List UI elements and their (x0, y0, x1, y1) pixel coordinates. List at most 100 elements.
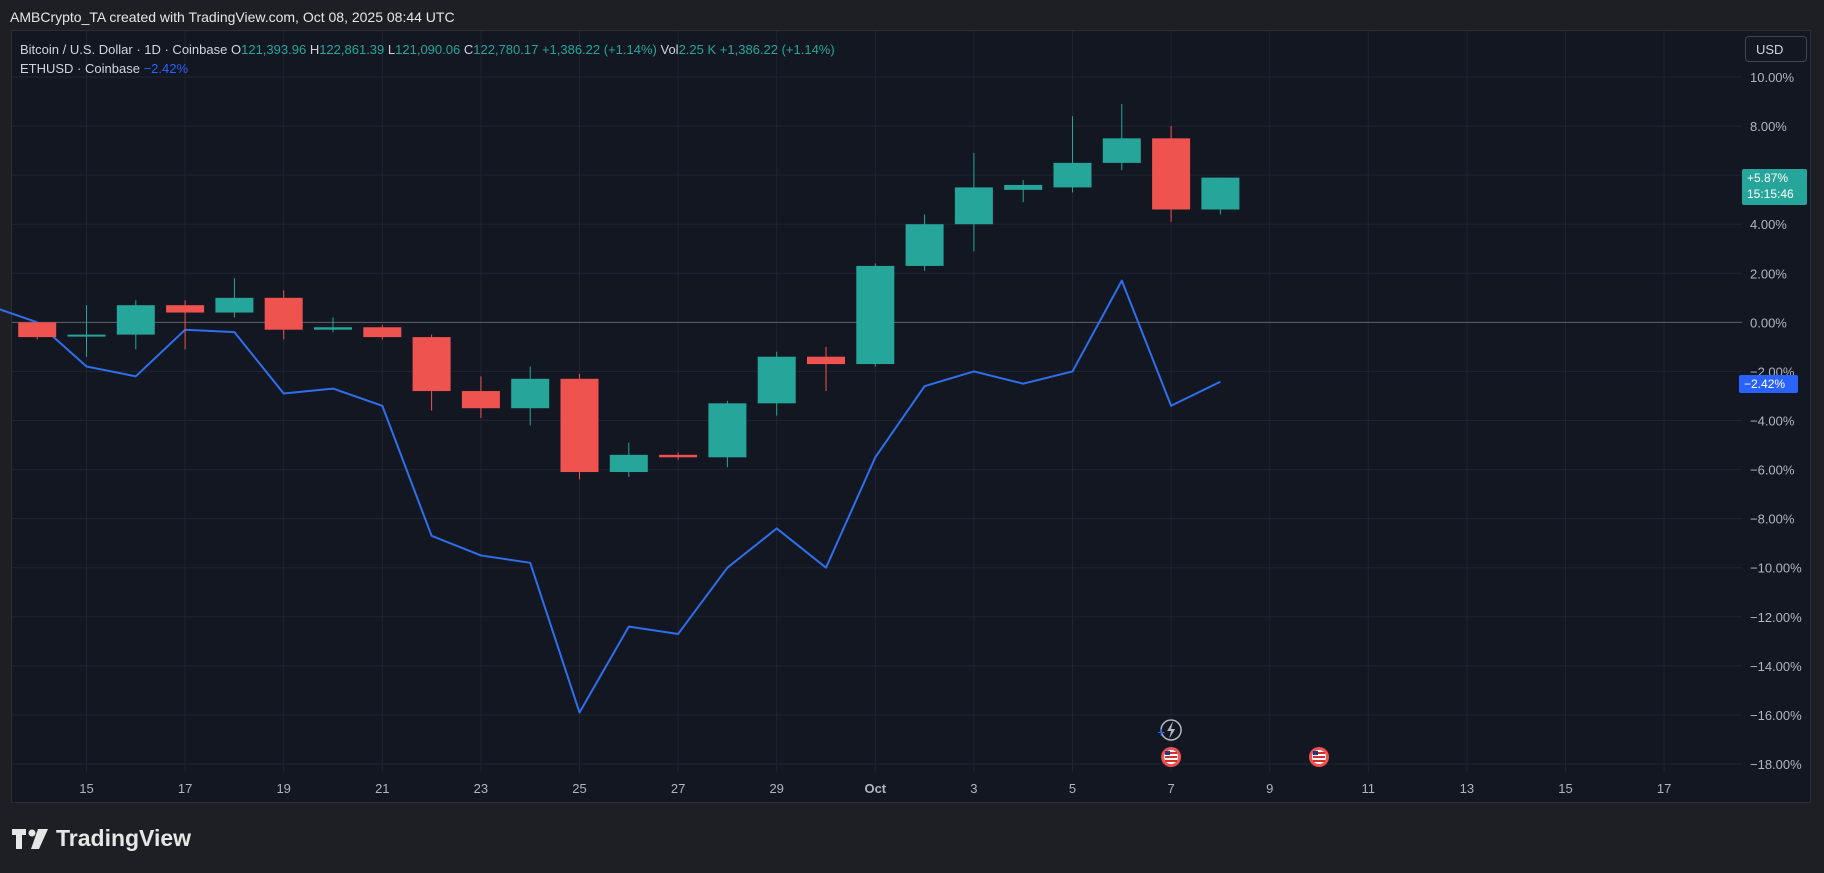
btc-candles (18, 103, 1240, 480)
x-tick-label: 19 (276, 781, 290, 796)
x-tick-label: 5 (1069, 781, 1076, 796)
y-tick-label: 4.00% (1750, 217, 1787, 232)
candle-up (856, 263, 895, 367)
x-tick-label: Oct (864, 781, 886, 796)
flag-canton (1313, 751, 1318, 755)
candle-body (954, 187, 993, 225)
x-tick-label: 11 (1362, 781, 1376, 796)
candle-down (1152, 126, 1191, 222)
lightning-icon[interactable]: + (1157, 719, 1182, 741)
eth-symbol[interactable]: ETHUSD · Coinbase (20, 61, 140, 76)
change-value: +1,386.22 (+1.14%) (541, 42, 657, 57)
ethusd-series (0, 279, 1221, 714)
volume-change: +1,386.22 (+1.14%) (719, 42, 835, 57)
candle-body (18, 322, 57, 338)
candle-body (1004, 184, 1043, 190)
chart-frame[interactable] (11, 30, 1811, 803)
candle-body (757, 356, 796, 404)
close-value: 122,780.17 (473, 42, 539, 57)
x-tick-label: 29 (769, 781, 783, 796)
open-label: O (230, 42, 242, 57)
candle-up (511, 366, 550, 426)
candle-down (18, 322, 57, 340)
event-plus: + (1157, 724, 1165, 740)
tradingview-logo-icon (12, 828, 48, 849)
low-value: 121,090.06 (395, 42, 461, 57)
us-flag-icon[interactable] (1309, 747, 1329, 767)
candle-body (708, 403, 747, 458)
candle-body (1152, 138, 1191, 210)
x-axis-labels: 15 17 19 21 23 25 27 29 Oct 3 5 7 9 11 13 15 17 (79, 781, 1671, 796)
brand-name: TradingView (56, 825, 192, 851)
candle-body (1201, 177, 1240, 210)
flag-stripe (1313, 752, 1325, 754)
y-tick-label: 2.00% (1750, 266, 1787, 281)
chart-caption: AMBCrypto_TA created with TradingView.co… (10, 9, 455, 25)
candle-up (954, 153, 993, 252)
high-value: 122,861.39 (319, 42, 385, 57)
ethusd-line (0, 279, 1221, 714)
x-tick-label: 15 (1558, 781, 1572, 796)
candle-down (264, 290, 303, 340)
candle-down (461, 376, 500, 419)
candle-up (1201, 177, 1240, 215)
y-tick-label: −6.00% (1750, 463, 1795, 478)
eth-legend-row: ETHUSD · Coinbase −2.42% (20, 59, 835, 78)
candle-body (314, 327, 352, 330)
candle-body (609, 454, 648, 473)
y-tick-label: 0.00% (1750, 315, 1787, 330)
flag-stripe (1165, 760, 1178, 762)
candle-body (67, 334, 106, 337)
flag-stripe (1313, 756, 1325, 758)
candle-body (1053, 162, 1092, 188)
candle-body (560, 378, 599, 473)
candle-down (807, 346, 845, 392)
candle-up (215, 278, 254, 318)
candle-down (412, 334, 451, 411)
candle-body (412, 337, 451, 392)
event-markers: + (1157, 719, 1329, 767)
x-tick-label: 27 (671, 781, 685, 796)
x-tick-label: 17 (1657, 781, 1671, 796)
candle-body (215, 297, 254, 313)
currency-button[interactable]: USD (1745, 36, 1807, 62)
candle-body (166, 305, 205, 313)
tradingview-logo[interactable]: TradingView (12, 825, 191, 852)
y-tick-label: 10.00% (1750, 70, 1795, 85)
candle-down (560, 373, 599, 480)
low-label: L (387, 42, 396, 57)
x-tick-label: 23 (474, 781, 488, 796)
chart-grid (12, 31, 1742, 772)
x-tick-label: 13 (1460, 781, 1474, 796)
flag-stripe (1165, 756, 1178, 758)
high-label: H (309, 42, 320, 57)
eth-change: −2.42% (143, 61, 189, 76)
us-flag-icon[interactable] (1161, 747, 1182, 767)
flag-canton (1165, 751, 1171, 755)
candle-body (905, 224, 944, 266)
x-tick-label: 21 (375, 781, 389, 796)
candle-body (856, 265, 895, 365)
candle-up (757, 351, 796, 416)
btc-symbol[interactable]: Bitcoin / U.S. Dollar · 1D · Coinbase (20, 42, 228, 57)
candle-up (609, 442, 648, 477)
btc-percent: +5.87% (1747, 171, 1789, 185)
x-tick-label: 17 (178, 781, 192, 796)
candle-up (67, 305, 106, 357)
x-tick-label: 3 (970, 781, 977, 796)
event-glyph (1167, 721, 1176, 739)
y-tick-label: −16.00% (1750, 708, 1802, 723)
y-tick-label: −12.00% (1750, 610, 1802, 625)
candle-down (363, 324, 402, 340)
close-label: C (463, 42, 474, 57)
y-tick-label: 8.00% (1750, 119, 1787, 134)
y-tick-label: −14.00% (1750, 659, 1802, 674)
candle-body (511, 378, 550, 409)
btc-countdown: 15:15:46 (1747, 187, 1794, 201)
volume-label: Vol (660, 42, 679, 57)
btc-legend-row: Bitcoin / U.S. Dollar · 1D · Coinbase O 1… (20, 40, 835, 59)
candle-body (807, 356, 845, 365)
candle-up (905, 214, 944, 271)
chart-legend: Bitcoin / U.S. Dollar · 1D · Coinbase O 1… (20, 40, 835, 78)
